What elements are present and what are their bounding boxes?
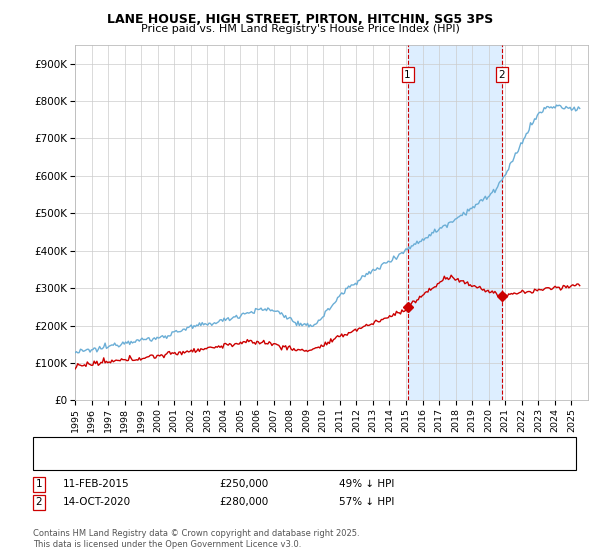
Text: 14-OCT-2020: 14-OCT-2020	[63, 497, 131, 507]
Text: ────: ────	[45, 457, 68, 467]
Text: 1: 1	[35, 479, 43, 489]
Text: LANE HOUSE, HIGH STREET, PIRTON, HITCHIN, SG5 3PS: LANE HOUSE, HIGH STREET, PIRTON, HITCHIN…	[107, 13, 493, 26]
Text: 11-FEB-2015: 11-FEB-2015	[63, 479, 130, 489]
Text: LANE HOUSE, HIGH STREET, PIRTON, HITCHIN, SG5 3PS (detached house): LANE HOUSE, HIGH STREET, PIRTON, HITCHIN…	[81, 439, 441, 449]
Text: Contains HM Land Registry data © Crown copyright and database right 2025.
This d: Contains HM Land Registry data © Crown c…	[33, 529, 359, 549]
Text: 1: 1	[404, 70, 411, 80]
Text: 49% ↓ HPI: 49% ↓ HPI	[339, 479, 394, 489]
Text: Price paid vs. HM Land Registry's House Price Index (HPI): Price paid vs. HM Land Registry's House …	[140, 24, 460, 34]
Text: HPI: Average price, detached house, North Hertfordshire: HPI: Average price, detached house, Nort…	[81, 457, 357, 467]
Bar	[407, 45, 502, 400]
Text: 2: 2	[35, 497, 43, 507]
Text: £280,000: £280,000	[219, 497, 268, 507]
Text: ────: ────	[45, 439, 68, 449]
Text: £250,000: £250,000	[219, 479, 268, 489]
Text: 2: 2	[499, 70, 505, 80]
Text: 57% ↓ HPI: 57% ↓ HPI	[339, 497, 394, 507]
